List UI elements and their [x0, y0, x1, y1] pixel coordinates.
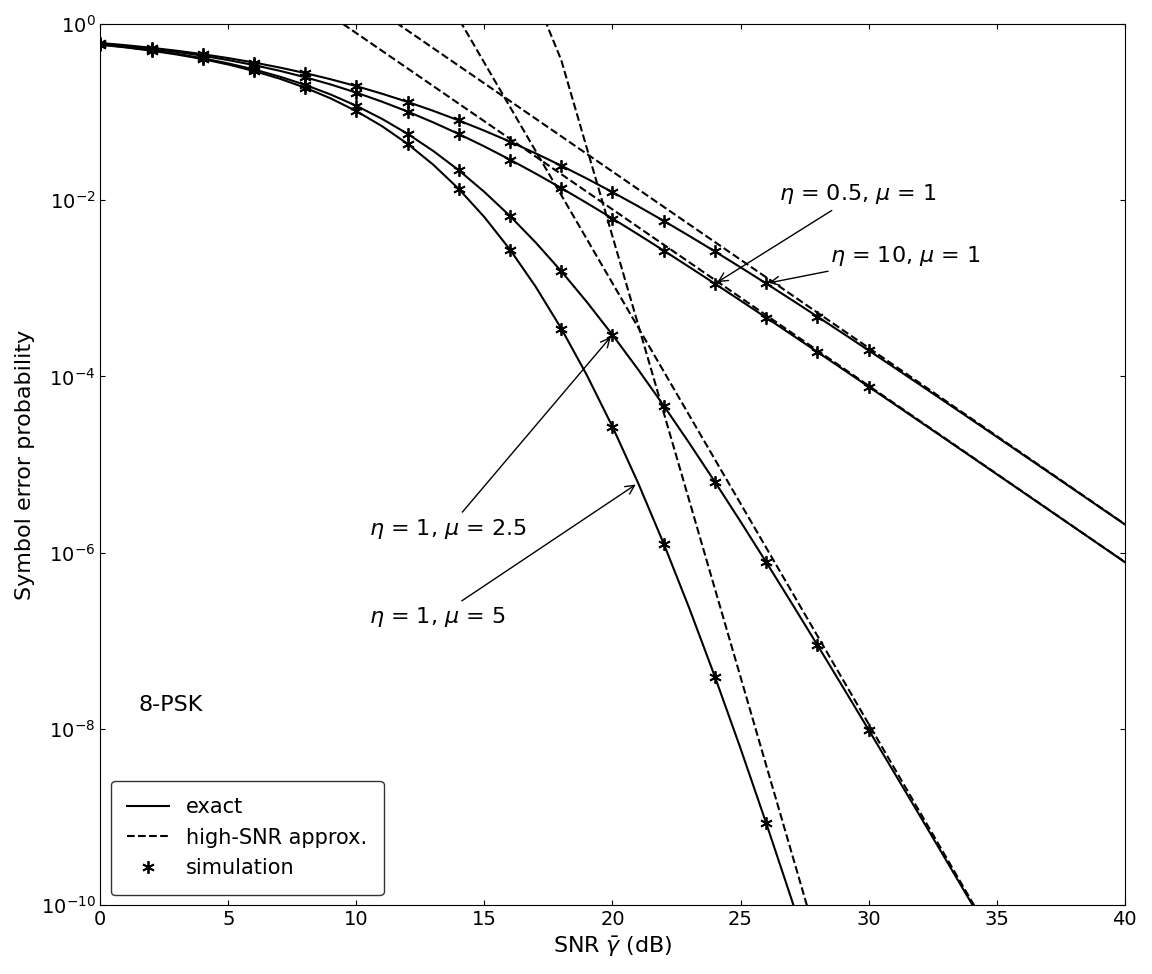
Text: 8-PSK: 8-PSK [138, 695, 203, 715]
Text: $\eta$ = 1, $\mu$ = 2.5: $\eta$ = 1, $\mu$ = 2.5 [369, 338, 609, 542]
Text: $\eta$ = 1, $\mu$ = 5: $\eta$ = 1, $\mu$ = 5 [369, 485, 635, 629]
X-axis label: SNR $\bar{\gamma}$ (dB): SNR $\bar{\gamma}$ (dB) [553, 935, 673, 959]
Legend: exact, high-SNR approx., simulation: exact, high-SNR approx., simulation [111, 780, 384, 895]
Text: $\eta$ = 0.5, $\mu$ = 1: $\eta$ = 0.5, $\mu$ = 1 [719, 182, 937, 281]
Text: $\eta$ = 10, $\mu$ = 1: $\eta$ = 10, $\mu$ = 1 [771, 244, 980, 285]
Y-axis label: Symbol error probability: Symbol error probability [15, 329, 35, 600]
